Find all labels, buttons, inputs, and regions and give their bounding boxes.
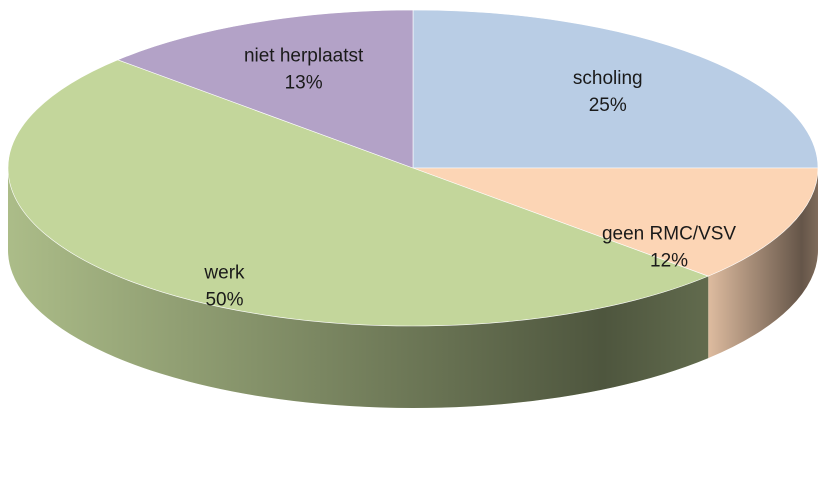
slice-side-shade: [8, 168, 709, 409]
slice-label: werk: [203, 262, 245, 283]
slice-value-label: 12%: [650, 251, 688, 272]
slice-label: scholing: [573, 68, 643, 89]
slice: [116, 9, 414, 169]
slice-value-label: 25%: [589, 95, 627, 116]
slice: [412, 9, 819, 169]
slice-value-label: 13%: [285, 72, 323, 93]
slice-label: niet herplaatst: [244, 45, 364, 66]
slice: [412, 167, 819, 277]
slice-label: geen RMC/VSV: [602, 224, 736, 245]
slice: [8, 59, 710, 327]
slice-value-label: 50%: [205, 289, 243, 310]
slice-side-shade: [708, 168, 818, 359]
